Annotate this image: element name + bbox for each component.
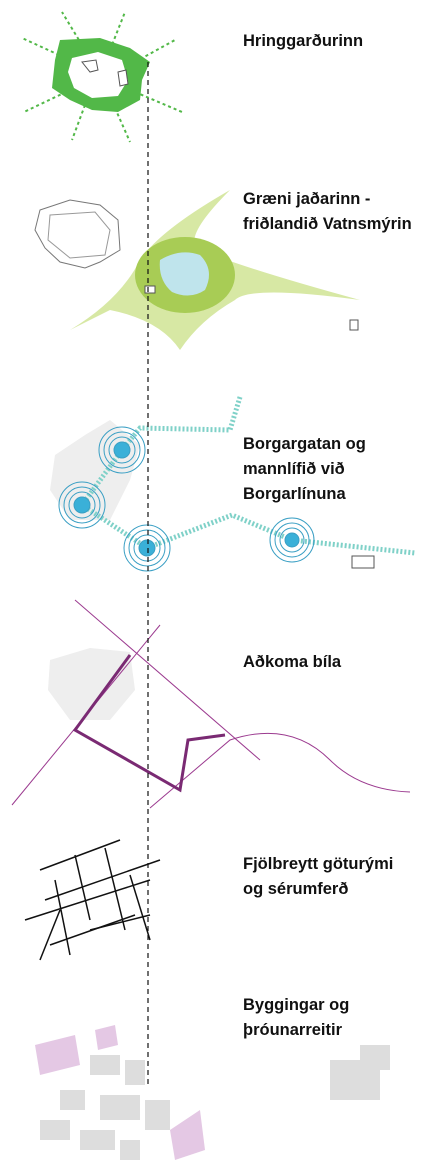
car-access-illustration — [12, 600, 410, 808]
layer-label: og sérumferð — [243, 880, 348, 898]
layer-label: Byggingar og — [243, 996, 349, 1014]
ring-park-illustration — [22, 12, 182, 142]
city-street-illustration — [50, 397, 415, 571]
layer-label: mannlífið við — [243, 460, 345, 478]
diagram: Hringgarðurinn Græni jaðarinn - friðland… — [0, 0, 443, 1172]
layer-label: þróunarreitir — [243, 1021, 343, 1039]
buildings-illustration — [35, 1025, 390, 1160]
layer-label: friðlandið Vatnsmýrin — [243, 215, 412, 233]
layer-label: Aðkoma bíla — [243, 653, 342, 671]
layer-label: Græni jaðarinn - — [243, 190, 370, 208]
street-grid-illustration — [25, 840, 160, 960]
green-edge-illustration — [35, 190, 360, 350]
layer-label: Fjölbreytt göturými — [243, 855, 393, 873]
layer-label: Borgarlínuna — [243, 485, 346, 503]
layer-label: Borgargatan og — [243, 435, 366, 453]
layer-label: Hringgarðurinn — [243, 32, 363, 50]
